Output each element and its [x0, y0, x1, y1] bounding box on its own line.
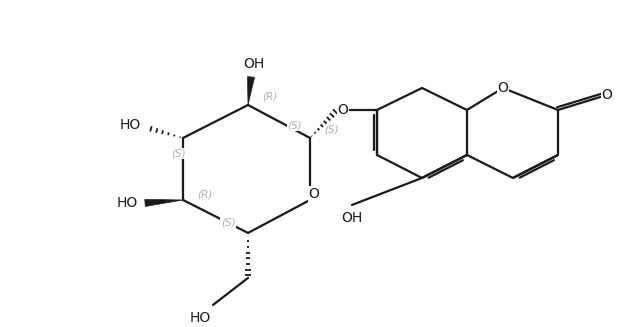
Text: O: O	[601, 88, 612, 102]
Text: (S): (S)	[288, 121, 302, 131]
Text: O: O	[498, 81, 508, 95]
Text: O: O	[309, 187, 319, 201]
Text: OH: OH	[341, 211, 362, 225]
Text: OH: OH	[243, 57, 264, 71]
Text: (S): (S)	[171, 149, 186, 159]
Text: (R): (R)	[262, 92, 278, 102]
Text: (S): (S)	[324, 125, 339, 135]
Text: O: O	[338, 103, 348, 117]
Text: HO: HO	[119, 118, 141, 132]
Polygon shape	[145, 199, 183, 206]
Text: (S): (S)	[221, 218, 236, 228]
Text: (R): (R)	[198, 190, 212, 200]
Text: HO: HO	[189, 311, 211, 325]
Text: HO: HO	[116, 196, 138, 210]
Polygon shape	[248, 77, 254, 105]
